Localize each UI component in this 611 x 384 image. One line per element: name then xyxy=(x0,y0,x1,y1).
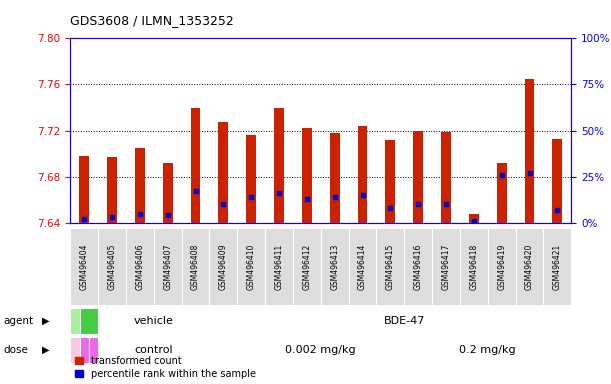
FancyBboxPatch shape xyxy=(293,228,321,305)
FancyBboxPatch shape xyxy=(79,337,89,363)
FancyBboxPatch shape xyxy=(181,228,210,305)
Text: GSM496420: GSM496420 xyxy=(525,244,534,290)
Text: dose: dose xyxy=(3,345,28,355)
Text: GSM496408: GSM496408 xyxy=(191,244,200,290)
FancyBboxPatch shape xyxy=(432,228,460,305)
Text: GSM496418: GSM496418 xyxy=(469,244,478,290)
FancyBboxPatch shape xyxy=(488,228,516,305)
FancyBboxPatch shape xyxy=(154,228,181,305)
Bar xyxy=(525,79,535,223)
Bar xyxy=(274,108,284,223)
FancyBboxPatch shape xyxy=(516,228,543,305)
Bar xyxy=(107,157,117,223)
FancyBboxPatch shape xyxy=(210,228,237,305)
Text: GSM496415: GSM496415 xyxy=(386,244,395,290)
FancyBboxPatch shape xyxy=(349,228,376,305)
Text: GDS3608 / ILMN_1353252: GDS3608 / ILMN_1353252 xyxy=(70,14,234,27)
FancyBboxPatch shape xyxy=(126,228,154,305)
Bar xyxy=(246,135,256,223)
FancyBboxPatch shape xyxy=(70,308,79,334)
Text: 0.002 mg/kg: 0.002 mg/kg xyxy=(285,345,356,355)
Text: GSM496411: GSM496411 xyxy=(274,244,284,290)
Bar xyxy=(191,108,200,223)
Text: GSM496409: GSM496409 xyxy=(219,243,228,290)
FancyBboxPatch shape xyxy=(321,228,349,305)
FancyBboxPatch shape xyxy=(543,228,571,305)
FancyBboxPatch shape xyxy=(70,337,79,363)
FancyBboxPatch shape xyxy=(265,228,293,305)
Text: GSM496410: GSM496410 xyxy=(247,244,255,290)
Bar xyxy=(469,214,479,223)
FancyBboxPatch shape xyxy=(237,228,265,305)
Bar xyxy=(386,140,395,223)
Text: control: control xyxy=(134,345,173,355)
Text: GSM496416: GSM496416 xyxy=(414,244,423,290)
Text: GSM496413: GSM496413 xyxy=(330,244,339,290)
Bar xyxy=(413,131,423,223)
Text: GSM496406: GSM496406 xyxy=(136,243,144,290)
FancyBboxPatch shape xyxy=(404,228,432,305)
Text: GSM496417: GSM496417 xyxy=(442,244,450,290)
Bar xyxy=(552,139,562,223)
Text: GSM496414: GSM496414 xyxy=(358,244,367,290)
Text: 0.2 mg/kg: 0.2 mg/kg xyxy=(459,345,516,355)
Text: GSM496421: GSM496421 xyxy=(553,244,562,290)
Bar xyxy=(135,148,145,223)
Text: ▶: ▶ xyxy=(42,345,49,355)
Text: GSM496419: GSM496419 xyxy=(497,244,506,290)
Legend: transformed count, percentile rank within the sample: transformed count, percentile rank withi… xyxy=(75,356,255,379)
FancyBboxPatch shape xyxy=(89,337,98,363)
Text: BDE-47: BDE-47 xyxy=(384,316,425,326)
Text: agent: agent xyxy=(3,316,33,326)
Text: GSM496405: GSM496405 xyxy=(108,243,117,290)
Bar xyxy=(497,163,507,223)
Bar xyxy=(441,132,451,223)
Bar xyxy=(330,133,340,223)
FancyBboxPatch shape xyxy=(460,228,488,305)
Text: GSM496412: GSM496412 xyxy=(302,244,312,290)
Bar xyxy=(302,128,312,223)
FancyBboxPatch shape xyxy=(70,228,98,305)
Bar xyxy=(219,122,229,223)
Text: GSM496404: GSM496404 xyxy=(79,243,89,290)
Bar xyxy=(163,163,172,223)
FancyBboxPatch shape xyxy=(98,228,126,305)
Text: ▶: ▶ xyxy=(42,316,49,326)
Text: GSM496407: GSM496407 xyxy=(163,243,172,290)
Bar xyxy=(357,126,367,223)
Bar xyxy=(79,156,89,223)
FancyBboxPatch shape xyxy=(376,228,404,305)
FancyBboxPatch shape xyxy=(79,308,98,334)
Text: vehicle: vehicle xyxy=(134,316,174,326)
